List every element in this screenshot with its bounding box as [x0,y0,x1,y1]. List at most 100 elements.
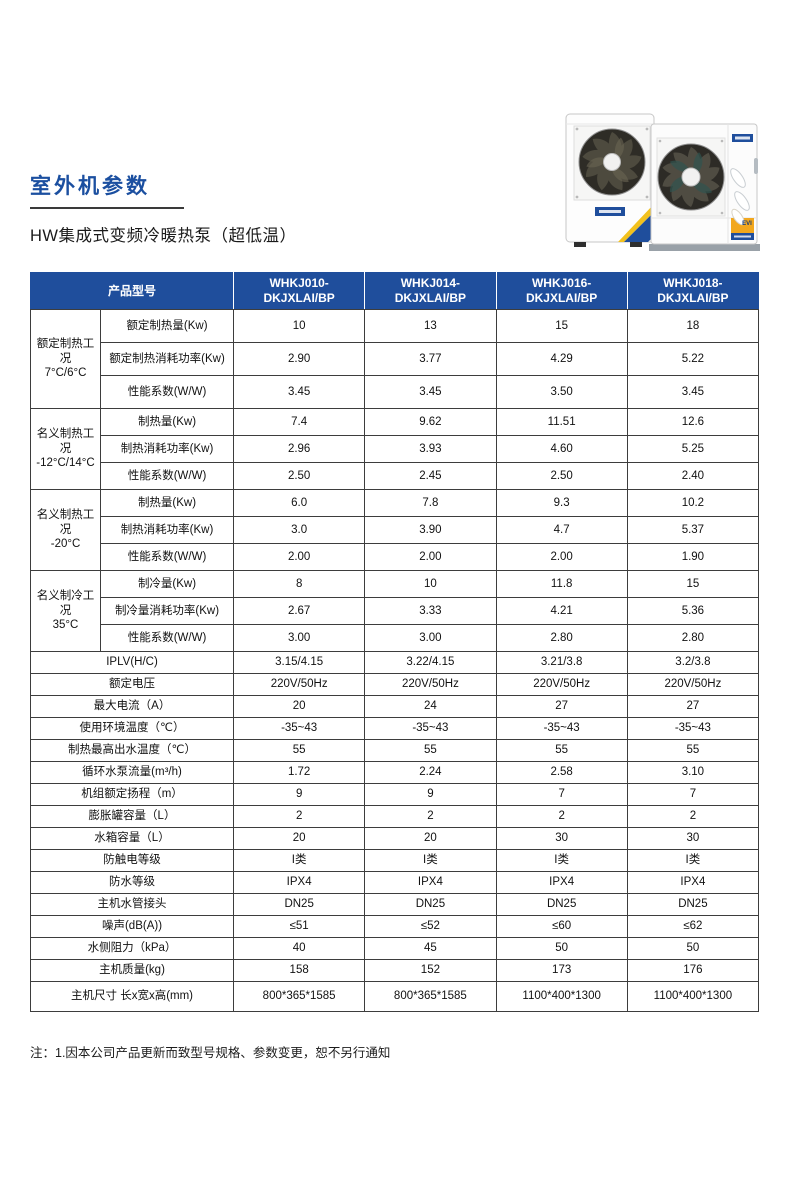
spec-row-label: 性能系数(W/W) [99,462,235,490]
spec-value-cell: 3.45 [626,375,760,409]
spec-row-label: 循环水泵流量(m³/h) [29,761,235,784]
spec-value-cell: 3.15/4.15 [233,651,366,674]
evi-badge-label: EVI [742,221,752,227]
unit-base [649,244,760,251]
spec-value-cell: 2.00 [233,543,366,571]
model-column-header: WHKJ018-DKJXLAI/BP [626,272,760,310]
spec-value-cell: ≤52 [364,915,497,938]
condition-group-label: 额定制热工况 7°C/6°C [30,309,101,409]
spec-row: 主机尺寸 长x宽x高(mm) 800*365*1585 800*365*1585 11… [29,981,760,1012]
spec-row-label: IPLV(H/C) [29,651,235,674]
spec-value-cell: ≤60 [495,915,628,938]
spec-value-cell: 11.51 [495,408,628,436]
spec-value-cell: 7 [626,783,760,806]
spec-value-cell: 11.8 [495,570,628,598]
spec-value-cell: 176 [626,959,760,982]
fan-icon [578,128,646,196]
product-model-header: 产品型号 [29,272,235,310]
spec-row: 制热最高出水温度（℃） 55 55 55 55 [29,739,760,762]
spec-value-cell: 3.00 [364,624,497,652]
spec-row: 膨胀罐容量（L） 2 2 2 2 [29,805,760,828]
outdoor-unit-vertical-image [565,113,655,247]
spec-table-body: 额定制热工况 7°C/6°C 额定制热量(Kw) 10 13 15 18 额定制热消耗功率(… [29,309,760,1012]
footnote: 注：1.因本公司产品更新而致型号规格、参数变更，恕不另行通知 [30,1046,391,1060]
spec-row-label: 膨胀罐容量（L） [29,805,235,828]
spec-value-cell: 7.4 [233,408,366,436]
spec-value-cell: 3.0 [233,516,366,544]
spec-row: 水侧阻力（kPa） 40 45 50 50 [29,937,760,960]
spec-value-cell: 27 [495,695,628,718]
spec-value-cell: 5.25 [626,435,760,463]
spec-row: 额定制热消耗功率(Kw) 2.90 3.77 4.29 5.22 [31,342,760,376]
spec-value-cell: I类 [626,849,760,872]
spec-row: 性能系数(W/W) 3.45 3.45 3.50 3.45 [31,375,760,409]
spec-value-cell: 55 [364,739,497,762]
spec-row: 最大电流（A） 20 24 27 27 [29,695,760,718]
spec-value-cell: 30 [495,827,628,850]
spec-value-cell: 4.29 [495,342,628,376]
spec-value-cell: 18 [626,309,760,343]
spec-value-cell: -35~43 [495,717,628,740]
spec-value-cell: 800*365*1585 [364,981,497,1012]
spec-value-cell: 220V/50Hz [364,673,497,696]
spec-value-cell: 2.58 [495,761,628,784]
spec-value-cell: 173 [495,959,628,982]
spec-value-cell: 2.24 [364,761,497,784]
spec-value-cell: 6.0 [233,489,366,517]
spec-value-cell: 2.40 [626,462,760,490]
spec-value-cell: IPX4 [233,871,366,894]
spec-value-cell: ≤62 [626,915,760,938]
spec-row-label: 噪声(dB(A)) [29,915,235,938]
spec-row: 主机水管接头 DN25 DN25 DN25 DN25 [29,893,760,916]
spec-value-cell: 30 [626,827,760,850]
spec-table: 产品型号 WHKJ010-DKJXLAI/BP WHKJ014-DKJXLAI/BP… [29,272,760,1012]
spec-row-label: 制热最高出水温度（℃） [29,739,235,762]
spec-row: 额定制热工况 7°C/6°C 额定制热量(Kw) 10 13 15 18 [30,309,760,409]
spec-row-label: 制热量(Kw) [99,489,235,517]
side-louver [730,168,746,188]
spec-value-cell: 3.2/3.8 [626,651,760,674]
spec-value-cell: 3.90 [364,516,497,544]
spec-value-cell: 3.10 [626,761,760,784]
spec-row: 防触电等级 I类 I类 I类 I类 [29,849,760,872]
condition-group-label: 名义制冷工况 35°C [30,570,101,652]
spec-value-cell: 2.50 [495,462,628,490]
spec-value-cell: 2 [626,805,760,828]
spec-row-label: 防触电等级 [29,849,235,872]
spec-value-cell: 55 [495,739,628,762]
spec-value-cell: 9.3 [495,489,628,517]
spec-value-cell: 2 [364,805,497,828]
spec-value-cell: 20 [233,827,366,850]
spec-row: 性能系数(W/W) 2.00 2.00 2.00 1.90 [31,543,760,571]
spec-row-label: 性能系数(W/W) [99,624,235,652]
spec-value-cell: 4.60 [495,435,628,463]
spec-value-cell: -35~43 [233,717,366,740]
spec-row: 性能系数(W/W) 3.00 3.00 2.80 2.80 [31,624,760,652]
spec-value-cell: 1100*400*1300 [495,981,628,1012]
condition-group-label: 名义制热工况 -20°C [30,489,101,571]
condition-group-label: 名义制热工况 -12°C/14°C [30,408,101,490]
corner-ribbon-blue [624,212,654,242]
spec-value-cell: 5.37 [626,516,760,544]
spec-value-cell: 3.93 [364,435,497,463]
spec-row: 主机质量(kg) 158 152 173 176 [29,959,760,982]
spec-row-label: 制热消耗功率(Kw) [99,516,235,544]
spec-value-cell: 3.00 [233,624,366,652]
title-underline [30,207,184,209]
spec-row-label: 制冷量消耗功率(Kw) [99,597,235,625]
spec-row-label: 性能系数(W/W) [99,543,235,571]
spec-row: IPLV(H/C) 3.15/4.15 3.22/4.15 3.21/3.8 3.2/3… [29,651,760,674]
spec-value-cell: 2.67 [233,597,366,625]
spec-value-cell: 40 [233,937,366,960]
spec-value-cell: 3.45 [364,375,497,409]
outdoor-unit-horizontal-image: EVI [649,123,760,251]
spec-row-label: 主机质量(kg) [29,959,235,982]
spec-value-cell: 2.00 [495,543,628,571]
spec-row: 名义制热工况 -12°C/14°C 制热量(Kw) 7.4 9.62 11.51 12.6 [30,408,760,490]
spec-value-cell: 24 [364,695,497,718]
spec-value-cell: 220V/50Hz [233,673,366,696]
spec-value-cell: DN25 [495,893,628,916]
spec-value-cell: 220V/50Hz [626,673,760,696]
spec-value-cell: 3.50 [495,375,628,409]
spec-row: 制热消耗功率(Kw) 2.96 3.93 4.60 5.25 [31,435,760,463]
